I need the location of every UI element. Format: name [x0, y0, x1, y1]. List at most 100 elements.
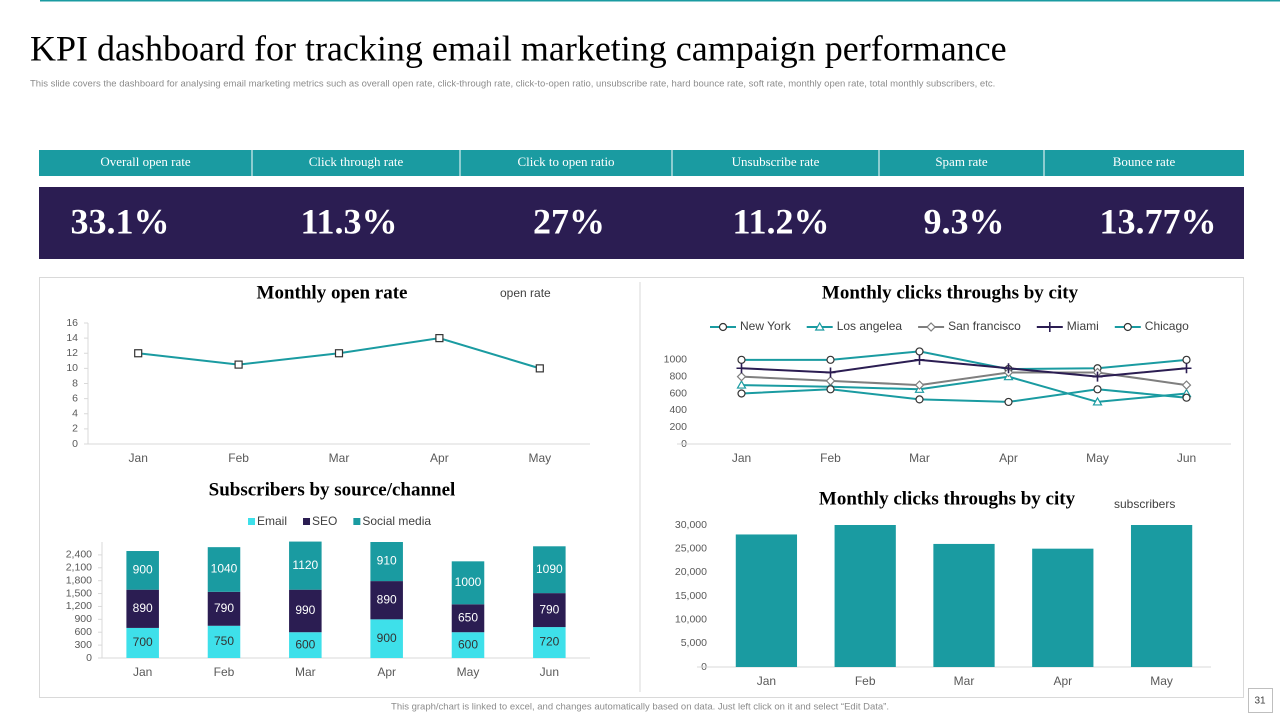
marker	[1181, 363, 1192, 374]
bar-segment	[533, 627, 566, 658]
x-tick-label: Apr	[999, 451, 1018, 465]
bar-segment	[289, 632, 322, 658]
marker	[825, 376, 836, 386]
y-tick-label: 6	[72, 392, 78, 404]
bar-segment	[533, 546, 566, 594]
marker	[737, 355, 746, 364]
x-tick-label: Apr	[1053, 674, 1072, 688]
x-tick-label: Jun	[540, 665, 559, 679]
y-tick-label: 10,000	[675, 613, 707, 625]
marker	[1182, 355, 1191, 364]
chart-title: Monthly open rate	[257, 282, 408, 303]
kpi-value: 11.3%	[300, 201, 397, 241]
bar-segment	[289, 589, 322, 633]
y-tick-label: 12	[66, 347, 78, 359]
value-label: 650	[458, 610, 478, 624]
legend-label: New York	[740, 319, 792, 333]
x-tick-label: Feb	[855, 674, 876, 688]
bar	[834, 525, 896, 667]
marker	[1044, 322, 1055, 332]
value-label: 790	[539, 602, 559, 616]
value-label: 1040	[211, 562, 238, 576]
y-tick-label: 600	[669, 387, 687, 399]
legend-label: SEO	[312, 514, 337, 528]
kpi-label: Click to open ratio	[517, 154, 614, 169]
marker	[1123, 322, 1132, 332]
legend-swatch	[353, 518, 361, 525]
y-tick-label: 14	[66, 332, 78, 344]
chart-title: Monthly clicks throughs by city	[822, 282, 1079, 303]
y-tick-label: 2	[72, 423, 78, 435]
bar	[1130, 525, 1193, 667]
kpi-label: Click through rate	[309, 154, 404, 169]
y-tick-label: 8	[72, 377, 78, 389]
value-label: 900	[133, 563, 153, 577]
marker	[1004, 397, 1013, 407]
bar-segment	[207, 591, 241, 626]
value-label: 900	[377, 631, 397, 645]
bar-segment	[451, 561, 485, 605]
y-tick-label: 30,000	[675, 519, 707, 531]
marker	[736, 379, 747, 389]
x-tick-label: May	[1086, 451, 1109, 465]
kpi-label: Overall open rate	[100, 154, 190, 169]
page-title: KPI dashboard for tracking email marketi…	[30, 28, 1007, 68]
bar-segment	[370, 619, 403, 658]
kpi-value: 33.1%	[71, 201, 170, 241]
bar-segment	[126, 551, 159, 590]
y-tick-label: 5,000	[681, 637, 707, 649]
y-tick-label: 20,000	[675, 566, 707, 578]
x-tick-label: Mar	[295, 665, 316, 679]
x-tick-label: Mar	[329, 451, 350, 465]
legend-label: Chicago	[1145, 319, 1189, 333]
bar-segment	[533, 593, 566, 628]
marker	[1093, 385, 1102, 394]
legend-label: San francisco	[948, 319, 1021, 333]
x-tick-label: May	[528, 451, 551, 465]
value-label: 790	[214, 601, 234, 615]
x-tick-label: Apr	[377, 665, 396, 679]
marker	[914, 354, 925, 365]
marker	[926, 322, 936, 332]
bar-segment	[289, 541, 322, 590]
chart-title: Subscribers by source/channel	[209, 479, 456, 500]
kpi-value: 11.2%	[732, 201, 829, 241]
x-tick-label: Mar	[954, 674, 975, 688]
chart-title: Monthly clicks throughs by city	[819, 488, 1076, 509]
kpi-header-band	[39, 150, 1244, 176]
bar-segment	[451, 604, 485, 633]
y-tick-label: 4	[72, 408, 78, 420]
marker	[1181, 380, 1192, 390]
y-tick-label: 1,500	[66, 587, 92, 599]
line	[741, 358, 1187, 378]
x-tick-label: Jan	[129, 451, 148, 465]
chart-panel	[39, 277, 1244, 698]
marker	[718, 322, 728, 332]
value-label: 600	[458, 637, 478, 651]
marker	[825, 367, 836, 378]
bar-segment	[451, 632, 485, 658]
bar-segment	[126, 627, 159, 658]
kpi-value: 27%	[533, 201, 605, 241]
footer-note: This graph/chart is linked to excel, and…	[391, 702, 889, 713]
x-tick-label: Jun	[1177, 451, 1196, 465]
kpi-label: Spam rate	[935, 154, 988, 169]
y-tick-label: 2,100	[66, 562, 92, 574]
marker	[914, 380, 925, 390]
legend-label: Social media	[362, 514, 431, 528]
y-tick-label: 0	[86, 652, 92, 664]
marker	[826, 355, 835, 364]
line	[741, 375, 1187, 403]
marker	[234, 360, 243, 369]
legend-swatch	[248, 518, 255, 525]
legend-label: open rate	[500, 286, 551, 300]
bar	[735, 534, 798, 667]
x-tick-label: Apr	[430, 451, 449, 465]
bar-segment	[370, 542, 403, 582]
marker	[535, 364, 544, 373]
y-tick-label: 2,400	[66, 549, 92, 561]
marker	[826, 385, 835, 394]
y-tick-label: 400	[669, 404, 687, 416]
bar-segment	[207, 547, 241, 592]
